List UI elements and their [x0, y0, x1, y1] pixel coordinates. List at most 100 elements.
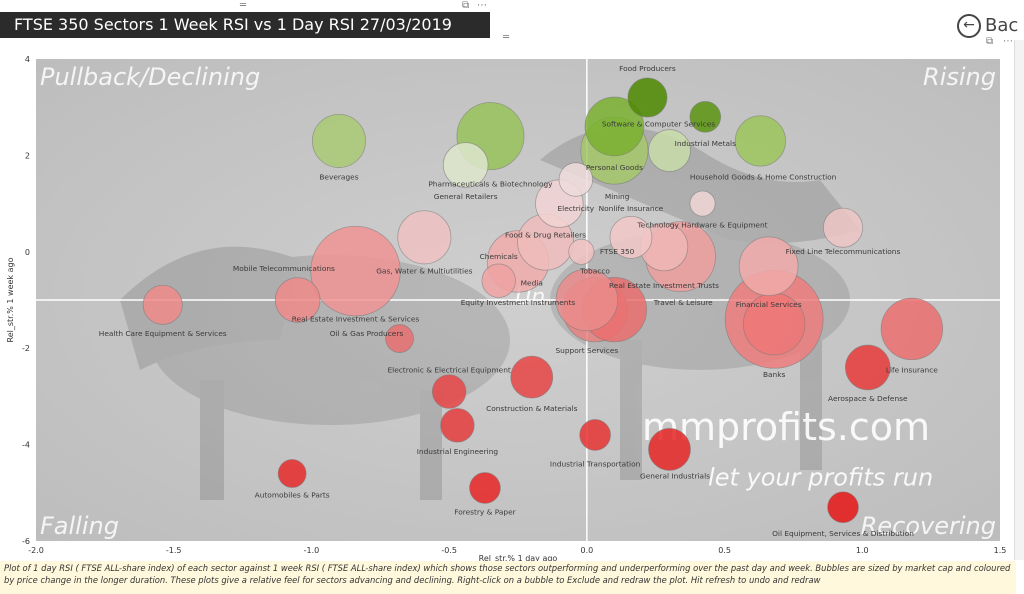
bubble[interactable]	[738, 236, 799, 297]
page-title: FTSE 350 Sectors 1 Week RSI vs 1 Day RSI…	[14, 15, 452, 34]
bubble-label: Construction & Materials	[486, 404, 578, 413]
y-tick-label: 2	[25, 151, 30, 160]
bubble-label: Support Services	[555, 346, 618, 355]
x-axis-label: Rel_str.% 1 day ago	[479, 554, 558, 561]
bubble-label: Gas, Water & Multiutilities	[376, 266, 472, 275]
bubble[interactable]	[142, 284, 183, 325]
bubble-labels: Food Producers Software & Computer Servic…	[99, 64, 938, 538]
bubble[interactable]	[431, 374, 467, 409]
bubble[interactable]	[609, 215, 653, 259]
bubbles[interactable]	[142, 77, 944, 524]
bubble[interactable]	[442, 142, 489, 188]
x-tick-label: -1.0	[304, 546, 320, 555]
drag-handle-icon[interactable]: ═	[503, 32, 510, 43]
bubble-label: Industrial Transportation	[550, 459, 641, 468]
bubble-label: Life Insurance	[886, 365, 938, 374]
watermark-line-2: let your profits run	[708, 464, 933, 492]
back-button[interactable]: ← Bac	[957, 14, 1024, 42]
rsi-bubble-chart: -2.0 -1.5 -1.0 -0.5 0.0 0.5 1.0 1.5 4 2 0 -2 -4 -6 Rel…	[6, 55, 1006, 561]
back-arrow-icon: ←	[957, 14, 981, 38]
y-tick-label: 4	[25, 55, 30, 64]
bubble-label: Electricity	[557, 204, 594, 213]
bubble[interactable]	[823, 207, 864, 248]
bubble-label: Beverages	[319, 173, 358, 182]
bubble-label: Software & Computer Services	[602, 119, 715, 128]
bubble[interactable]	[584, 96, 645, 157]
bubble-label: FTSE 350	[600, 247, 635, 256]
bubble-label: Forestry & Paper	[454, 507, 516, 516]
bubble[interactable]	[844, 344, 891, 391]
vertical-scrollbar[interactable]	[1014, 40, 1024, 560]
bubble-label: Food & Drug Retailers	[505, 230, 586, 239]
ellipsis-icon[interactable]: ⋯	[1003, 36, 1013, 47]
title-bar	[0, 12, 490, 38]
bubble-label: Real Estate Investment & Services	[292, 315, 420, 324]
bubble-label: Health Care Equipment & Services	[99, 329, 227, 338]
bubble-label: Oil & Gas Producers	[330, 329, 404, 338]
bubble[interactable]	[385, 324, 414, 353]
bubble[interactable]	[555, 268, 619, 332]
bubble-label: Real Estate Investment Trusts	[609, 281, 719, 290]
watermark-line-1: mmprofits.com	[642, 405, 930, 449]
bubble[interactable]	[880, 297, 944, 361]
focus-mode-icon[interactable]: ⧉	[986, 36, 994, 47]
x-tick-label: -2.0	[28, 546, 44, 555]
bubble-label: Food Producers	[619, 64, 676, 73]
bubble-label: Personal Goods	[586, 163, 643, 172]
bubble[interactable]	[568, 238, 595, 265]
drag-handle-icon[interactable]: ═	[240, 0, 247, 11]
bubble[interactable]	[558, 162, 594, 197]
bubble-label: Electronic & Electrical Equipment	[387, 365, 510, 374]
bubble-label: Mining	[605, 192, 630, 201]
bubble-label: Aerospace & Defense	[828, 394, 908, 403]
bubble[interactable]	[469, 472, 501, 504]
bubble-label: Industrial Engineering	[417, 447, 499, 456]
bubble-label: Nonlife Insurance	[599, 204, 664, 213]
y-tick-label: 0	[25, 248, 30, 257]
ellipsis-icon[interactable]: ⋯	[477, 0, 487, 11]
y-tick-label: -2	[22, 344, 30, 353]
bubble-label: Equity Investment Instruments	[461, 298, 576, 307]
x-tick-label: 0.5	[718, 546, 731, 555]
bubble-label: Banks	[763, 370, 786, 379]
bubble[interactable]	[274, 277, 321, 323]
x-tick-label: -1.5	[166, 546, 182, 555]
bubble[interactable]	[689, 190, 716, 217]
bubble[interactable]	[481, 263, 516, 298]
y-axis-label: Rel_str.% 1 week ago	[6, 257, 15, 342]
bubble-label: Industrial Metals	[675, 139, 736, 148]
bubble-label: Chemicals	[480, 252, 518, 261]
bubble-label: Automobiles & Parts	[255, 491, 330, 500]
bubble[interactable]	[734, 115, 786, 167]
bubble-label: General Industrials	[640, 471, 710, 480]
bubble[interactable]	[397, 210, 452, 265]
bubble[interactable]	[310, 225, 401, 317]
bubble-label: Travel & Leisure	[653, 298, 713, 307]
quadrant-label: Recovering	[861, 512, 996, 540]
bubble[interactable]	[277, 459, 307, 488]
quadrant-label: Falling	[40, 512, 119, 540]
bubble-label: General Retailers	[434, 192, 498, 201]
x-tick-label: -0.5	[441, 546, 457, 555]
x-tick-label: 0.0	[580, 546, 593, 555]
bubble[interactable]	[311, 113, 366, 168]
bubble[interactable]	[648, 129, 691, 172]
bubble-label: Fixed Line Telecommunications	[786, 247, 901, 256]
bubble-label: Financial Services	[736, 300, 802, 309]
bubble[interactable]	[648, 428, 691, 471]
bubble[interactable]	[689, 101, 722, 133]
bubble-label: Media	[521, 279, 543, 288]
bubble[interactable]	[440, 408, 475, 443]
bubble-label: Mobile Telecommunications	[233, 264, 335, 273]
bubble[interactable]	[579, 419, 611, 451]
quadrant-labels: Pullback/Declining Rising Falling Recoverin…	[40, 63, 996, 540]
focus-mode-icon[interactable]: ⧉	[462, 0, 470, 11]
bubble[interactable]	[510, 355, 554, 399]
watermark: mmprofits.com let your profits run	[642, 405, 933, 492]
quadrant-label: Rising	[923, 63, 996, 91]
back-label: Bac	[985, 15, 1019, 36]
chart-description: Plot of 1 day RSI ( FTSE ALL-share index…	[0, 561, 1016, 594]
bubble-label: Oil Equipment, Services & Distribution	[772, 529, 914, 538]
bubble[interactable]	[827, 491, 859, 524]
bubble[interactable]	[627, 77, 668, 118]
